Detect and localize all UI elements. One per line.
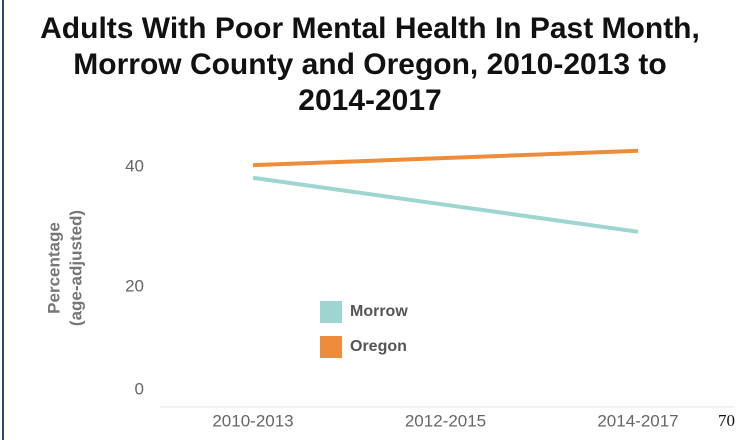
y-tick-label: 0: [135, 379, 144, 398]
y-axis-label-line: (age-adjusted): [66, 210, 85, 326]
x-tick-label: 2010-2013: [212, 411, 293, 430]
series-line: [252, 148, 639, 168]
series-line: [252, 175, 639, 234]
x-tick-label: 2014-2017: [597, 411, 678, 430]
x-tick-label: 2012-2015: [405, 411, 486, 430]
chart-title: 2014-2017: [298, 84, 441, 117]
legend-swatch: [320, 301, 342, 323]
legend-label: Morrow: [350, 303, 408, 320]
y-axis-label: Percentage (age-adjusted): [44, 210, 85, 326]
y-tick-label: 40: [125, 156, 144, 175]
page-number: 70: [718, 411, 735, 430]
chart-title: Morrow County and Oregon, 2010-2013 to: [73, 48, 666, 81]
legend-swatch: [320, 336, 342, 358]
y-axis-label-line: Percentage: [44, 222, 63, 314]
y-tick-label: 20: [125, 276, 144, 295]
chart-title: Adults With Poor Mental Health In Past M…: [40, 12, 700, 45]
legend-label: Oregon: [350, 338, 407, 355]
